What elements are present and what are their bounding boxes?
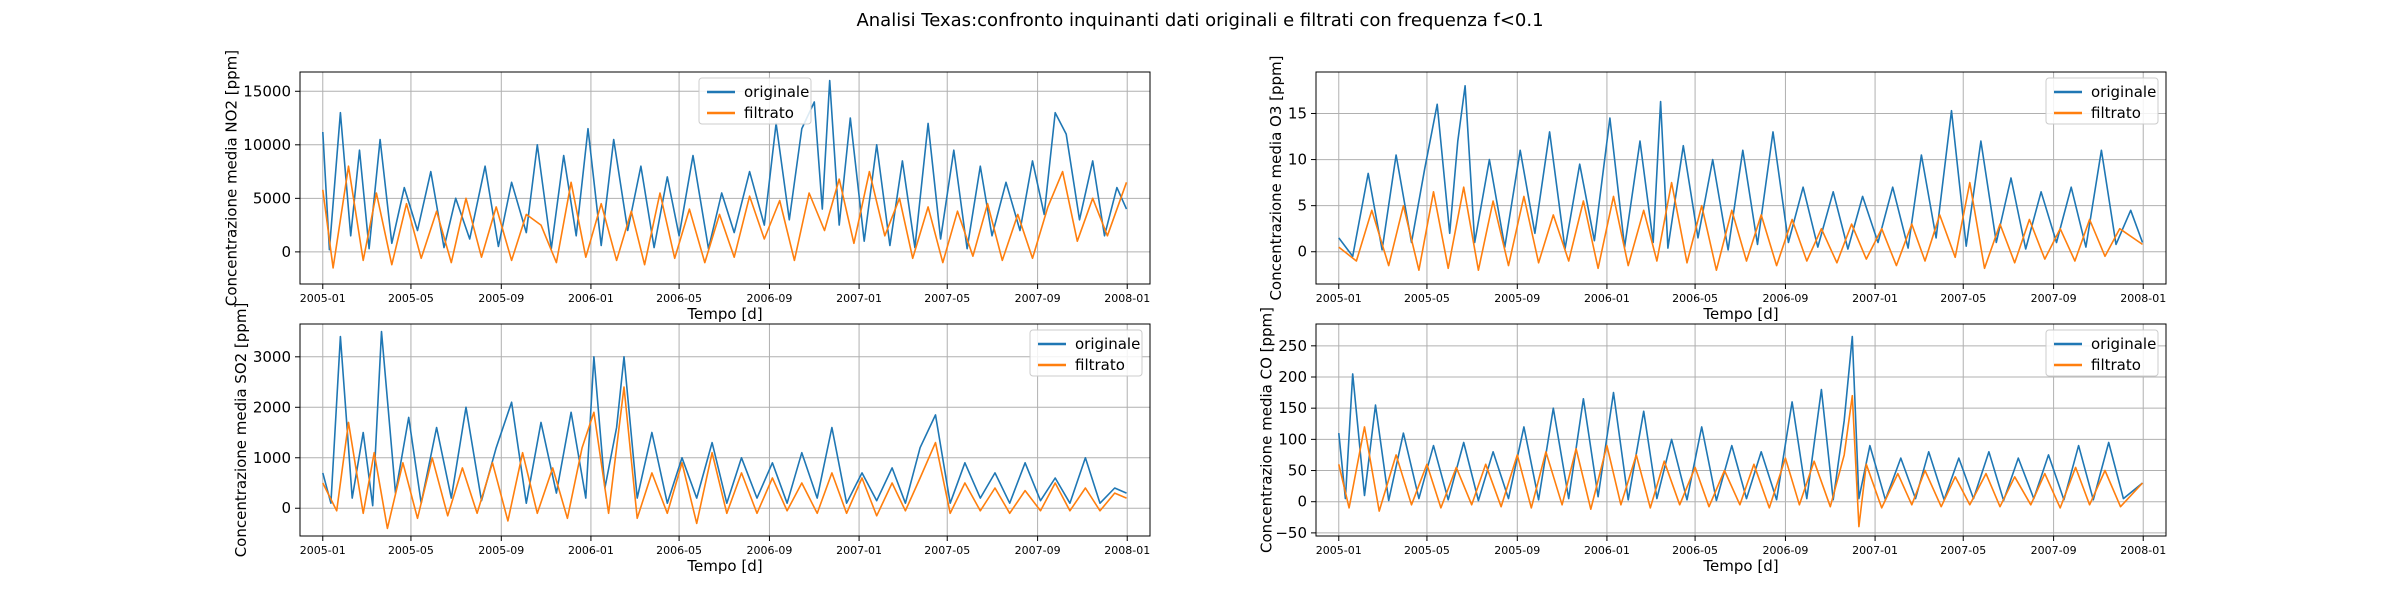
x-tick-label: 2008-01	[1104, 544, 1150, 557]
y-tick-label: 10	[1288, 151, 1307, 169]
x-tick-label: 2005-01	[300, 292, 346, 305]
axes-frame	[1315, 71, 2167, 285]
x-tick-label: 2006-05	[656, 544, 702, 557]
x-tick-label: 2008-01	[2120, 544, 2166, 557]
y-tick-label: 15000	[243, 82, 291, 100]
x-tick-label: 2007-05	[924, 292, 970, 305]
x-tick-label: 2006-05	[1672, 292, 1718, 305]
x-tick-label: 2007-09	[2031, 544, 2077, 557]
y-tick-label: 200	[1278, 368, 1307, 386]
x-tick-label: 2006-01	[568, 544, 614, 557]
x-tick-label: 2005-09	[478, 292, 524, 305]
legend: originale filtrato	[698, 77, 812, 125]
x-tick-label: 2005-01	[1316, 544, 1362, 557]
y-axis-label: Concentrazione media CO [ppm]	[1258, 307, 1276, 553]
series-line-originale	[1338, 85, 2144, 258]
y-tick-label: 15	[1288, 104, 1307, 122]
x-tick-label: 2008-01	[2120, 292, 2166, 305]
y-tick-label: 0	[1297, 243, 1307, 261]
x-tick-label: 2005-09	[1494, 292, 1540, 305]
co-chart: 2005-01 2005-05 2005-09 2006-01 2006-05 2006-…	[1258, 307, 2167, 575]
y-tick-label: −50	[1275, 524, 1307, 542]
x-tick-label: 2005-05	[388, 292, 434, 305]
no2-chart: 2005-01 2005-05 2005-09 2006-01 2006-05 2006-…	[223, 50, 1151, 323]
y-tick-label: 1000	[253, 449, 291, 467]
y-tick-label: 10000	[243, 136, 291, 154]
x-tick-label: 2007-05	[1940, 292, 1986, 305]
x-tick-label: 2006-05	[1672, 544, 1718, 557]
x-tick-label: 2006-09	[746, 292, 792, 305]
x-tick-label: 2006-01	[1584, 544, 1630, 557]
x-tick-label: 2006-01	[1584, 292, 1630, 305]
legend-label: filtrato	[1075, 356, 1125, 374]
series-line-filtrato	[1338, 181, 2143, 272]
axes-frame	[299, 323, 1151, 537]
x-tick-label: 2005-09	[1494, 544, 1540, 557]
y-axis-label: Concentrazione media O3 [ppm]	[1267, 55, 1285, 300]
x-tick-label: 2006-01	[568, 292, 614, 305]
y-tick-label: 0	[281, 243, 291, 261]
legend-label: filtrato	[744, 104, 794, 122]
y-tick-label: 5000	[253, 189, 291, 207]
series-line-originale	[1338, 335, 2144, 502]
x-tick-label: 2005-09	[478, 544, 524, 557]
x-axis-label: Tempo [d]	[686, 557, 762, 575]
x-tick-label: 2006-09	[746, 544, 792, 557]
x-tick-label: 2007-01	[1852, 292, 1898, 305]
legend-label: filtrato	[2091, 104, 2141, 122]
o3-chart: 2005-01 2005-05 2005-09 2006-01 2006-05 2006-…	[1267, 55, 2167, 323]
x-tick-label: 2005-05	[388, 544, 434, 557]
x-tick-label: 2007-01	[836, 544, 882, 557]
x-tick-label: 2008-01	[1104, 292, 1150, 305]
y-axis-label: Concentrazione media SO2 [ppm]	[232, 303, 250, 558]
y-tick-label: 2000	[253, 398, 291, 416]
x-tick-label: 2005-01	[1316, 292, 1362, 305]
y-tick-label: 100	[1278, 430, 1307, 448]
x-tick-label: 2006-09	[1762, 544, 1808, 557]
x-axis-label: Tempo [d]	[686, 305, 762, 323]
y-tick-label: 5	[1297, 197, 1307, 215]
y-tick-label: 0	[1297, 493, 1307, 511]
legend-label: originale	[1075, 335, 1140, 353]
legend-label: originale	[2091, 83, 2156, 101]
axes-frame	[1315, 323, 2167, 537]
x-tick-label: 2005-05	[1404, 544, 1450, 557]
x-tick-label: 2007-01	[836, 292, 882, 305]
y-axis-label: Concentrazione media NO2 [ppm]	[223, 50, 241, 306]
x-axis-label: Tempo [d]	[1702, 305, 1778, 323]
x-tick-label: 2007-09	[2031, 292, 2077, 305]
axes-frame	[299, 71, 1151, 285]
legend-label: originale	[744, 83, 809, 101]
so2-chart: 2005-01 2005-05 2005-09 2006-01 2006-05 2006-…	[232, 303, 1151, 575]
y-tick-label: 0	[281, 499, 291, 517]
legend: originale filtrato	[2045, 329, 2159, 377]
x-tick-label: 2006-05	[656, 292, 702, 305]
series-line-filtrato	[322, 165, 1128, 269]
series-line-originale	[322, 330, 1127, 507]
x-tick-label: 2007-01	[1852, 544, 1898, 557]
legend: originale filtrato	[2045, 77, 2159, 125]
series-line-filtrato	[1338, 394, 2144, 528]
legend-label: originale	[2091, 335, 2156, 353]
figure-title: Analisi Texas:confronto inquinanti dati …	[856, 10, 1543, 31]
series-line-filtrato	[322, 386, 1127, 530]
x-axis-label: Tempo [d]	[1702, 557, 1778, 575]
y-tick-label: 3000	[253, 348, 291, 366]
x-tick-label: 2005-01	[300, 544, 346, 557]
y-tick-label: 250	[1278, 337, 1307, 355]
x-tick-label: 2006-09	[1762, 292, 1808, 305]
x-tick-label: 2007-09	[1015, 292, 1061, 305]
y-tick-label: 50	[1288, 462, 1307, 480]
legend: originale filtrato	[1029, 329, 1143, 377]
legend-label: filtrato	[2091, 356, 2141, 374]
x-tick-label: 2005-05	[1404, 292, 1450, 305]
y-tick-label: 150	[1278, 399, 1307, 417]
x-tick-label: 2007-05	[1940, 544, 1986, 557]
x-tick-label: 2007-09	[1015, 544, 1061, 557]
x-tick-label: 2007-05	[924, 544, 970, 557]
